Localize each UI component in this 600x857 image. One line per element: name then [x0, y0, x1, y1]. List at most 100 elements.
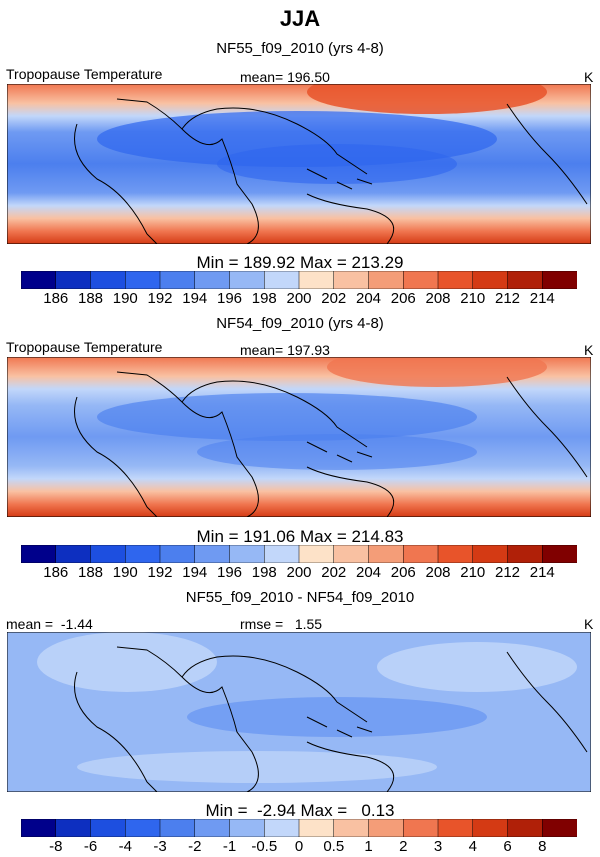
- panel-3-colorbar: [21, 819, 577, 837]
- colorbar-swatch: [55, 545, 92, 563]
- colorbar-tick-label: 198: [251, 564, 277, 581]
- panel-3-unit: K: [584, 616, 594, 632]
- colorbar-swatch: [159, 819, 196, 837]
- colorbar-swatch: [90, 545, 126, 563]
- panel-1-colorbar: [21, 271, 577, 289]
- colorbar-swatch: [229, 271, 265, 289]
- colorbar-swatch: [229, 545, 265, 563]
- colorbar-swatch: [542, 819, 577, 837]
- colorbar-tick-label: 204: [355, 564, 382, 581]
- colorbar-swatch: [437, 545, 474, 563]
- colorbar-swatch: [333, 271, 370, 289]
- colorbar-swatch: [403, 271, 439, 289]
- colorbar-swatch: [90, 819, 126, 837]
- colorbar-swatch: [159, 271, 196, 289]
- colorbar-tick-label: 0.5: [323, 838, 345, 855]
- colorbar-tick-label: 200: [286, 290, 312, 307]
- colorbar-tick-label: 0: [294, 838, 304, 855]
- panel-3-strong-band: [187, 697, 487, 737]
- panel-2-colorbar: [21, 545, 577, 563]
- colorbar-tick-label: 200: [286, 564, 312, 581]
- colorbar-tick-label: -6: [83, 838, 98, 855]
- colorbar-tick-label: 1: [364, 838, 373, 855]
- colorbar-swatch: [264, 819, 300, 837]
- colorbar-tick-label: -4: [118, 838, 132, 855]
- figure-title: JJA: [279, 6, 321, 31]
- panel-1-colorbar-ticks: 186 188 190 192 194 196 198 200 202 204 206 208 210 2…: [21, 290, 577, 308]
- colorbar-swatch: [21, 819, 57, 837]
- colorbar-tick-label: 196: [216, 564, 243, 581]
- colorbar-swatch: [403, 545, 439, 563]
- colorbar-swatch: [298, 271, 335, 289]
- panel-2-colorbar-ticks: 186 188 190 192 194 196 198 200 202 204 206 208 210 2…: [21, 564, 577, 582]
- panel-2-cold-core: [197, 434, 477, 470]
- colorbar-swatch: [298, 819, 335, 837]
- colorbar-swatch: [542, 271, 577, 289]
- colorbar-swatch: [194, 545, 231, 563]
- panel-2-map: [7, 357, 591, 517]
- colorbar-tick-label: 3: [433, 838, 443, 855]
- colorbar-tick-label: 194: [182, 564, 208, 581]
- colorbar-swatch: [159, 545, 196, 563]
- colorbar-swatch: [472, 819, 509, 837]
- colorbar-swatch: [472, 545, 509, 563]
- colorbar-tick-label: 198: [251, 290, 277, 307]
- colorbar-swatch: [368, 545, 404, 563]
- colorbar-swatch: [298, 545, 335, 563]
- panel-2-min-max: Min = 191.06 Max = 214.83: [196, 527, 404, 546]
- colorbar-tick-label: 208: [425, 564, 451, 581]
- colorbar-swatch: [403, 819, 439, 837]
- panel-3-heading: NF55_f09_2010 - NF54_f09_2010: [185, 589, 415, 606]
- panel-3-coastlines: [7, 632, 591, 792]
- colorbar-swatch: [368, 819, 404, 837]
- colorbar-tick-label: 210: [460, 564, 486, 581]
- colorbar-swatch: [194, 271, 231, 289]
- panel-2-cold-band: [97, 393, 477, 441]
- colorbar-tick-label: 202: [321, 564, 347, 581]
- colorbar-tick-label: 206: [390, 564, 416, 581]
- colorbar-tick-label: 188: [77, 564, 104, 581]
- panel-1-coastlines: [7, 84, 591, 244]
- colorbar-swatch: [229, 819, 265, 837]
- panel-1-unit: K: [584, 69, 594, 85]
- colorbar-swatch: [437, 819, 474, 837]
- colorbar-tick-label: 202: [321, 290, 347, 307]
- panel-1-warm-region: [307, 84, 547, 114]
- colorbar-swatch: [507, 271, 543, 289]
- colorbar-swatch: [21, 271, 57, 289]
- colorbar-tick-label: 214: [529, 290, 555, 307]
- colorbar-tick-label: -1: [222, 838, 237, 855]
- colorbar-swatch: [264, 545, 300, 563]
- colorbar-tick-label: 194: [182, 290, 208, 307]
- colorbar-tick-label: 192: [147, 564, 173, 581]
- colorbar-tick-label: 190: [112, 564, 138, 581]
- colorbar-tick-label: -8: [49, 838, 63, 855]
- colorbar-swatch: [21, 545, 57, 563]
- panel-1-mean-label: mean= 196.50: [240, 69, 330, 85]
- colorbar-tick-label: 6: [503, 838, 512, 855]
- panel-2-coastlines: [7, 357, 591, 517]
- colorbar-swatch: [333, 819, 370, 837]
- colorbar-tick-label: 186: [43, 290, 69, 307]
- colorbar-tick-label: 214: [529, 564, 555, 581]
- colorbar-tick-label: 8: [538, 838, 547, 855]
- colorbar-tick-label: 212: [494, 564, 521, 581]
- colorbar-tick-label: -0.5: [251, 838, 278, 855]
- colorbar-swatch: [437, 271, 474, 289]
- panel-2-warm-region: [327, 357, 547, 387]
- panel-1-heading: NF55_f09_2010 (yrs 4-8): [216, 40, 384, 57]
- colorbar-tick-label: 2: [399, 838, 408, 855]
- colorbar-tick-label: 190: [112, 290, 138, 307]
- panel-2-variable-label: Tropopause Temperature: [6, 339, 163, 355]
- panel-2-mean-label: mean= 197.93: [240, 342, 330, 358]
- colorbar-swatch: [333, 545, 370, 563]
- colorbar-swatch: [125, 545, 161, 563]
- panel-3-weak-region: [37, 632, 217, 692]
- colorbar-tick-label: 4: [468, 838, 477, 855]
- colorbar-swatch: [194, 819, 231, 837]
- panel-3-weak-region-2: [377, 642, 577, 692]
- colorbar-swatch: [125, 271, 161, 289]
- panel-1-min-max: Min = 189.92 Max = 213.29: [196, 253, 404, 272]
- colorbar-tick-label: 204: [355, 290, 382, 307]
- panel-3-weak-south: [77, 751, 437, 783]
